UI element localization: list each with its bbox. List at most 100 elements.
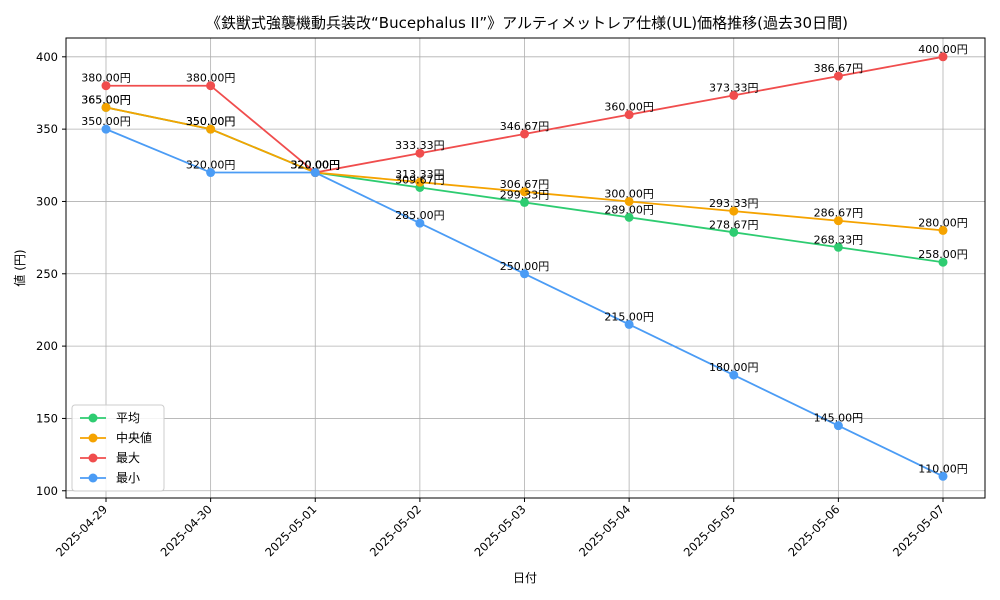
series-3 — [101, 52, 948, 178]
y-tick-label: 400 — [36, 50, 58, 64]
x-tick-label: 2025-05-07 — [890, 502, 947, 559]
data-label: 180.00円 — [709, 361, 759, 374]
data-point — [520, 269, 529, 279]
data-label: 320.00円 — [291, 159, 341, 172]
legend-marker — [88, 433, 98, 443]
chart-title: 《鉄獣式強襲機動兵装改“Bucephalus II”》アルティメットレア仕様(U… — [206, 14, 848, 32]
data-point — [729, 370, 739, 380]
data-point — [938, 225, 948, 235]
data-label: 380.00円 — [186, 72, 236, 85]
data-point — [938, 471, 948, 481]
y-tick-label: 150 — [36, 411, 58, 425]
data-label: 320.00円 — [291, 159, 341, 172]
series-4 — [101, 124, 948, 481]
data-label: 346.67円 — [500, 120, 550, 133]
data-point — [415, 218, 425, 228]
data-label: 280.00円 — [918, 216, 968, 229]
data-point — [520, 129, 529, 139]
x-axis-label: 日付 — [513, 571, 537, 585]
data-label: 365.00円 — [81, 93, 131, 106]
data-point — [729, 90, 739, 100]
data-label: 309.67円 — [395, 173, 445, 186]
data-label: 350.00円 — [186, 115, 236, 128]
y-tick-label: 300 — [36, 194, 58, 208]
data-point — [624, 319, 634, 329]
data-point — [833, 242, 843, 252]
data-label: 258.00円 — [918, 248, 968, 261]
data-label: 268.33円 — [814, 233, 864, 246]
data-point — [729, 206, 739, 216]
x-tick-label: 2025-04-29 — [53, 502, 110, 559]
y-tick-label: 250 — [36, 267, 58, 281]
data-label: 110.00円 — [918, 462, 968, 475]
x-tick-label: 2025-05-06 — [785, 502, 842, 559]
data-point — [833, 216, 843, 226]
data-point — [206, 168, 216, 178]
x-tick-label: 2025-05-02 — [367, 502, 424, 559]
data-label: 400.00円 — [918, 43, 968, 56]
x-tick-label: 2025-05-03 — [471, 502, 528, 559]
data-point — [833, 71, 843, 81]
legend-item: 平均 — [80, 411, 140, 425]
legend-label: 平均 — [116, 411, 140, 425]
data-point — [833, 421, 843, 431]
data-label: 145.00円 — [814, 412, 864, 425]
y-axis-label: 値 (円) — [12, 249, 27, 286]
legend-label: 最小 — [116, 471, 140, 485]
data-label: 350.00円 — [186, 115, 236, 128]
data-label: 285.00円 — [395, 209, 445, 222]
legend-label: 中央値 — [116, 430, 152, 445]
legend-item: 最大 — [80, 451, 140, 465]
data-label: 250.00円 — [500, 260, 550, 273]
y-tick-label: 200 — [36, 339, 58, 353]
data-label: 386.67円 — [814, 62, 864, 75]
data-point — [415, 148, 425, 158]
data-label: 333.33円 — [395, 139, 445, 152]
legend-marker — [88, 413, 98, 423]
data-label: 313.33円 — [395, 168, 445, 181]
data-labels: 365.00円 350.00円 320.00円 309.67円 299.33円 289.0… — [81, 43, 968, 475]
data-point — [938, 257, 948, 267]
data-label: 320.00円 — [186, 159, 236, 172]
legend-item: 最小 — [80, 471, 140, 485]
data-label: 320.00円 — [291, 159, 341, 172]
legend-marker — [88, 453, 98, 463]
series-layer — [101, 52, 948, 481]
data-label: 300.00円 — [604, 187, 654, 200]
data-point — [729, 227, 739, 237]
data-point — [415, 177, 425, 187]
plot-frame — [65, 37, 986, 499]
x-tick-label: 2025-05-01 — [262, 502, 319, 559]
data-point — [624, 212, 634, 222]
data-label: 286.67円 — [814, 207, 864, 220]
legend-marker — [88, 473, 98, 483]
data-label: 215.00円 — [604, 310, 654, 323]
data-label: 360.00円 — [604, 101, 654, 114]
data-point — [101, 124, 111, 134]
data-point — [624, 110, 634, 120]
data-point — [520, 197, 529, 207]
data-label: 350.00円 — [81, 115, 131, 128]
legend-box — [71, 404, 165, 492]
x-tick-label: 2025-04-30 — [158, 502, 215, 559]
y-tick-label: 100 — [36, 484, 58, 498]
x-tick-label: 2025-05-04 — [576, 502, 633, 559]
data-point — [206, 81, 216, 91]
data-point — [520, 187, 529, 197]
data-label: 306.67円 — [500, 178, 550, 191]
legend-item: 中央値 — [80, 430, 152, 445]
data-label: 299.33円 — [500, 188, 550, 201]
data-label: 278.67円 — [709, 218, 759, 231]
data-label: 380.00円 — [81, 72, 131, 85]
data-point — [101, 81, 111, 91]
data-point — [624, 196, 634, 206]
data-label: 293.33円 — [709, 197, 759, 210]
data-label: 289.00円 — [604, 203, 654, 216]
y-tick-label: 350 — [36, 122, 58, 136]
data-point — [310, 168, 320, 178]
data-point — [101, 102, 111, 112]
x-tick-label: 2025-05-05 — [681, 502, 738, 559]
data-label: 373.33円 — [709, 81, 759, 94]
